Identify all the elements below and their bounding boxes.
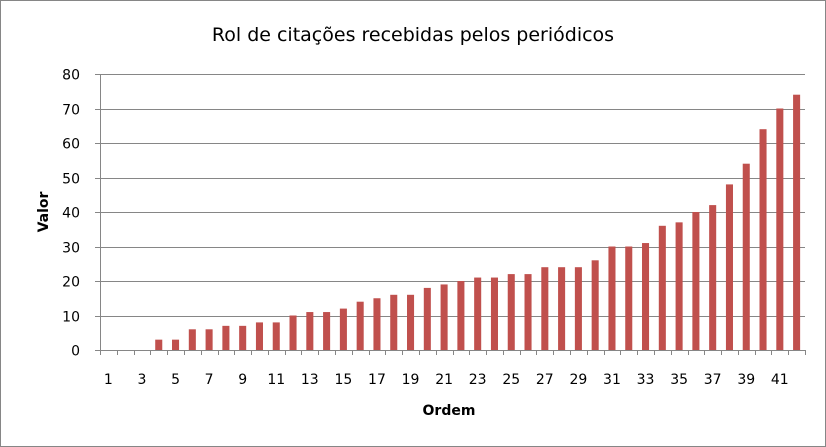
x-tick-label: 35	[670, 372, 688, 388]
bar-9	[239, 325, 247, 350]
bar-18	[390, 294, 398, 350]
y-tick-label: 30	[62, 241, 80, 257]
bar-12	[289, 315, 297, 350]
bar-34	[658, 225, 666, 350]
bar-7	[205, 329, 213, 350]
bar-26	[524, 274, 532, 350]
bar-15	[339, 308, 347, 350]
bars	[155, 94, 801, 350]
bar-10	[255, 322, 263, 350]
x-tick-label: 15	[334, 372, 352, 388]
bar-42	[793, 94, 801, 350]
bar-39	[742, 163, 750, 350]
y-tick-label: 50	[62, 172, 80, 188]
x-tick-label: 41	[771, 372, 789, 388]
bar-28	[558, 267, 566, 350]
bar-36	[692, 212, 700, 350]
bar-33	[642, 243, 650, 350]
bar-40	[759, 129, 767, 350]
x-tick-label: 39	[737, 372, 755, 388]
y-tick-label: 80	[62, 68, 80, 84]
bar-37	[709, 205, 717, 350]
bar-35	[675, 222, 683, 350]
bar-6	[188, 329, 196, 350]
x-tick-label: 19	[402, 372, 420, 388]
chart-title: Rol de citações recebidas pelos periódic…	[212, 24, 614, 46]
x-tick-label: 17	[368, 372, 386, 388]
x-tick-label: 3	[137, 372, 146, 388]
x-tick-label: 11	[267, 372, 285, 388]
bar-38	[725, 184, 733, 350]
x-tick-label: 13	[301, 372, 319, 388]
gridlines	[100, 74, 805, 317]
bar-31	[608, 246, 616, 350]
x-tick-label: 7	[205, 372, 214, 388]
bar-30	[591, 260, 599, 350]
y-tick-labels: 0 10 20 30 40 50 60 70 80	[62, 68, 80, 360]
y-tick-label: 20	[62, 275, 80, 291]
bar-16	[356, 301, 364, 350]
bar-27	[541, 267, 549, 350]
bar-11	[272, 322, 280, 350]
bar-23	[474, 277, 482, 350]
x-tick-label: 33	[637, 372, 655, 388]
y-tick-label: 70	[62, 103, 80, 119]
x-tick-label: 29	[569, 372, 587, 388]
bar-8	[222, 325, 230, 350]
bar-17	[373, 298, 381, 350]
x-tick-label: 27	[536, 372, 554, 388]
x-tick-label: 5	[171, 372, 180, 388]
bar-41	[776, 108, 784, 350]
bar-13	[306, 312, 314, 350]
y-tick-label: 0	[71, 344, 80, 360]
x-tick-label: 9	[238, 372, 247, 388]
x-tick-label: 1	[104, 372, 113, 388]
bar-4	[155, 339, 163, 350]
bar-25	[507, 274, 515, 350]
bar-21	[440, 284, 448, 350]
x-tick-label: 25	[502, 372, 520, 388]
bar-14	[323, 312, 331, 350]
y-tick-label: 60	[62, 137, 80, 153]
x-tick-label: 21	[435, 372, 453, 388]
y-tick-label: 40	[62, 206, 80, 222]
bar-32	[625, 246, 633, 350]
x-tick-label: 23	[469, 372, 487, 388]
x-tick-label: 31	[603, 372, 621, 388]
bar-5	[172, 339, 180, 350]
x-tick-labels: 1 3 5 7 9 11 13 15 17 19 21 23 25 27 29 31 33 35 37 39 41	[104, 372, 789, 388]
axes	[95, 74, 806, 355]
y-tick-label: 10	[62, 310, 80, 326]
bar-29	[574, 267, 582, 350]
bar-24	[490, 277, 498, 350]
x-tick-label: 37	[704, 372, 722, 388]
bar-19	[407, 294, 415, 350]
bar-20	[423, 287, 431, 350]
bar-22	[457, 281, 465, 350]
x-axis-title: Ordem	[423, 403, 476, 419]
y-axis-title: Valor	[36, 191, 52, 232]
